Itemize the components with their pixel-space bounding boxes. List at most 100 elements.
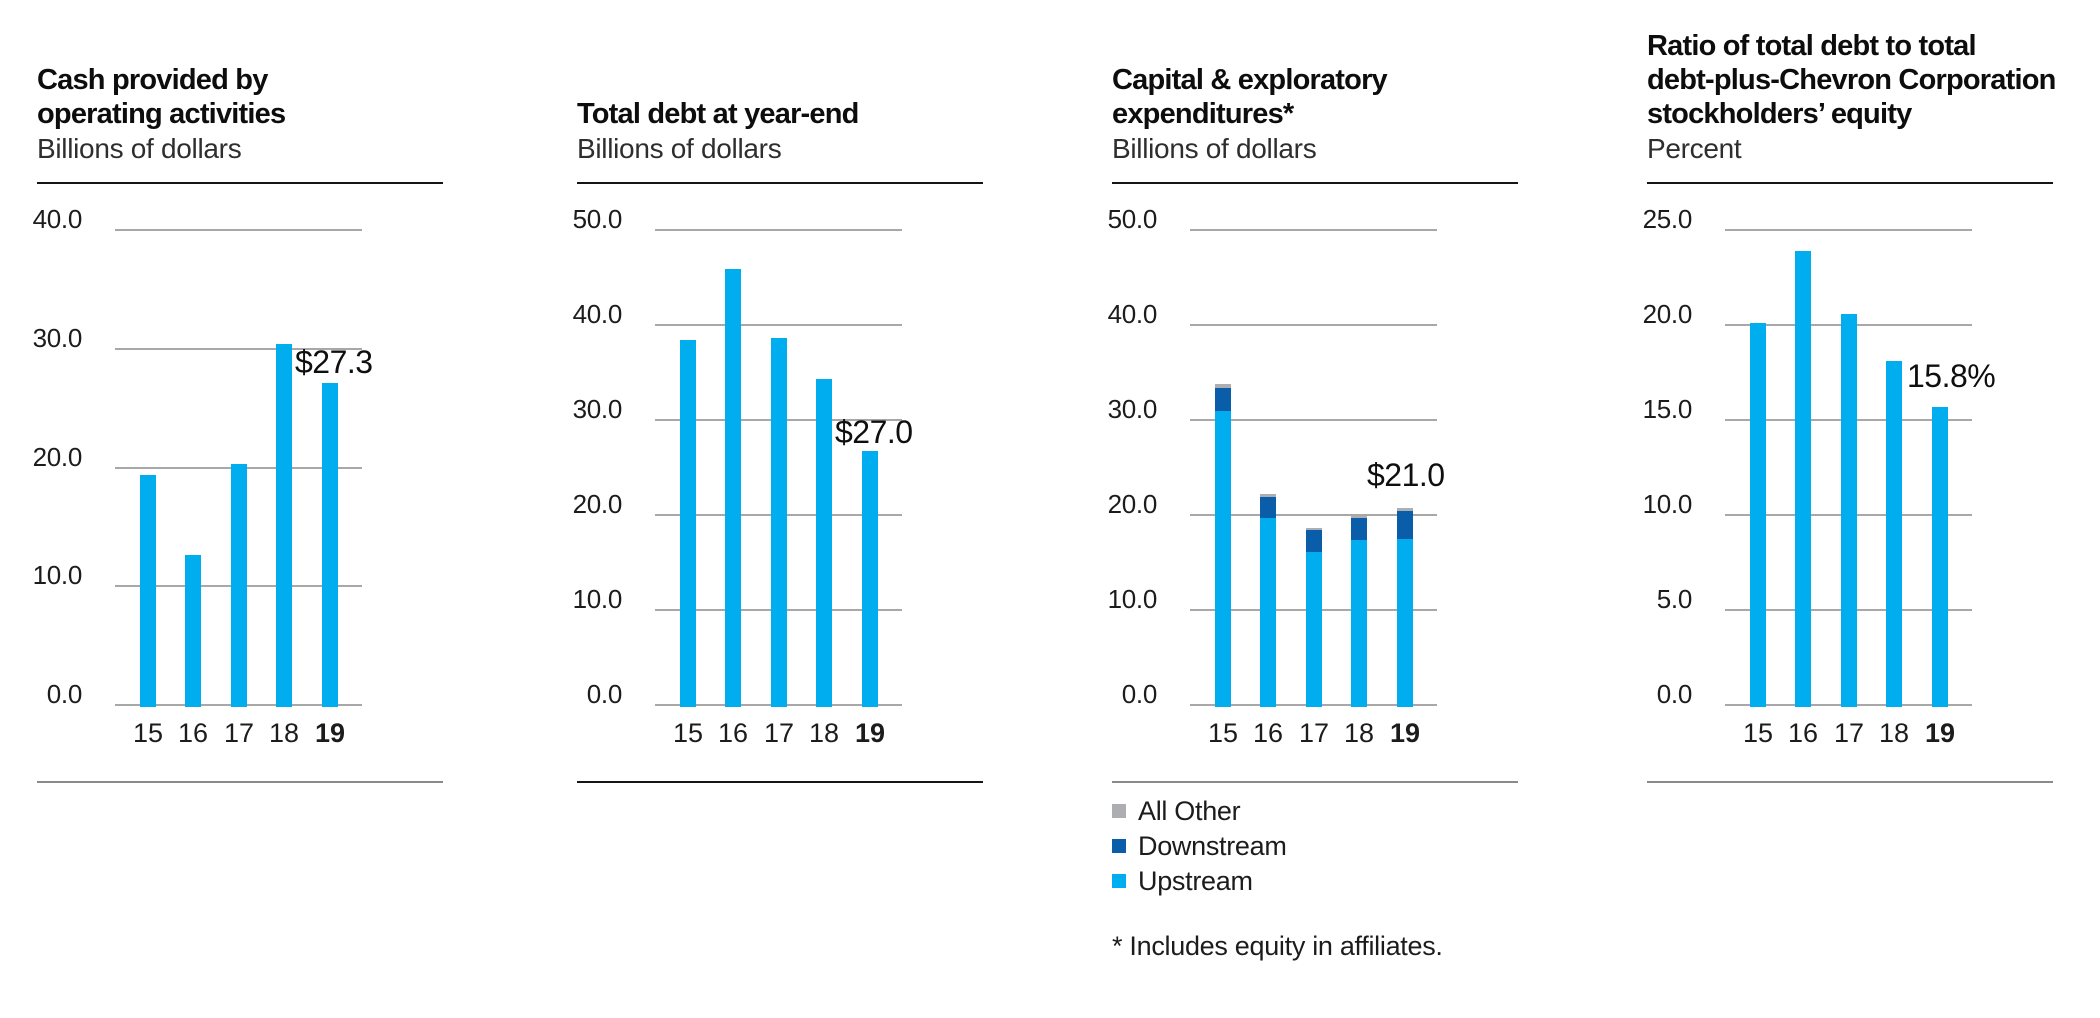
y-axis-tick-label: 20.0 <box>32 441 83 472</box>
bar-segment-downstream <box>1397 511 1413 539</box>
gridline <box>1190 324 1437 326</box>
y-axis-tick-label: 5.0 <box>1656 584 1693 614</box>
plot-area: 25.0 20.0 15.0 10.0 5.0 0.0 15 16 17 18 19 <box>1643 0 2053 1018</box>
y-axis-tick-label: 0.0 <box>586 679 623 709</box>
bar-segment-upstream <box>1215 410 1231 707</box>
gridline <box>115 347 362 350</box>
bar-segment-downstream <box>1306 530 1322 553</box>
x-axis-tick-label: 15 <box>672 718 704 748</box>
top-rule <box>577 182 983 184</box>
bar-segment-downstream <box>1215 387 1231 411</box>
chart-subtitle: Percent <box>1647 133 1742 164</box>
y-axis-tick-label: 50.0 <box>572 204 623 234</box>
y-axis-tick-label: 0.0 <box>1656 679 1693 709</box>
bar-segment-all-other <box>1306 528 1322 531</box>
x-axis-tick-label: 16 <box>1787 718 1819 748</box>
bar-segment-value <box>771 338 787 707</box>
chart-debt-ratio: Ratio of total debt to total debt-plus-C… <box>1643 0 2056 1018</box>
bar-segment-all-other <box>1397 507 1413 512</box>
bar-segment-value <box>1750 323 1766 707</box>
x-axis-tick-label: 15 <box>1742 718 1774 748</box>
gridline <box>1190 514 1437 516</box>
y-axis-tick-label: 20.0 <box>1642 299 1693 329</box>
bar-segment-value <box>231 463 247 707</box>
legend: All Other Downstream Upstream <box>1112 798 1287 904</box>
bottom-rule <box>1112 781 1518 783</box>
legend-label: Downstream <box>1138 831 1287 861</box>
x-axis-tick-label: 18 <box>1343 718 1375 748</box>
x-axis-tick-label: 17 <box>1833 718 1865 748</box>
chart-subtitle: Billions of dollars <box>1112 133 1317 164</box>
chart-title: Ratio of total debt to total debt-plus-C… <box>1647 30 2056 130</box>
y-axis-tick-label: 0.0 <box>1121 679 1158 709</box>
value-callout: $27.0 <box>835 414 913 450</box>
legend-item-all-other: All Other <box>1112 798 1287 825</box>
y-axis-tick-label: 50.0 <box>1107 204 1158 234</box>
gridline <box>1190 419 1437 421</box>
legend-item-downstream: Downstream <box>1112 831 1287 861</box>
bar-segment-value <box>1886 361 1902 707</box>
legend-label: Upstream <box>1138 866 1253 896</box>
y-axis-tick-label: 10.0 <box>32 560 83 591</box>
upstream-swatch-icon <box>1112 874 1126 888</box>
value-callout: 15.8% <box>1907 358 1996 394</box>
chart-title: Cash provided by operating activities <box>37 64 286 130</box>
bar-segment-value <box>680 340 696 707</box>
bar-segment-value <box>140 475 156 707</box>
all-other-swatch-icon <box>1112 804 1126 818</box>
bar-segment-value <box>725 269 741 707</box>
footnote: * Includes equity in affiliates. <box>1112 931 1443 961</box>
bar-segment-downstream <box>1260 497 1276 518</box>
plot-area: 50.0 40.0 30.0 20.0 10.0 0.0 15 16 17 18 19 <box>1108 0 1518 1018</box>
top-rule <box>1647 182 2053 184</box>
x-axis-tick-label: 19 <box>854 718 886 748</box>
gridline <box>115 229 362 231</box>
x-axis-tick-label: 18 <box>268 718 300 748</box>
bar-segment-all-other <box>1351 516 1367 518</box>
x-axis-tick-label: 15 <box>132 718 164 748</box>
bottom-rule <box>37 781 443 783</box>
y-axis-tick-label: 40.0 <box>572 299 623 329</box>
x-axis-tick-label: 16 <box>717 718 749 748</box>
y-axis-tick-label: 30.0 <box>572 394 623 424</box>
x-axis-tick-label: 16 <box>1252 718 1284 748</box>
chart-cash-provided-by-operating-activities: Cash provided by operating activities Bi… <box>33 0 443 1018</box>
x-axis-tick-label: 16 <box>177 718 209 748</box>
bar-segment-upstream <box>1306 552 1322 707</box>
x-axis-tick-label: 19 <box>314 718 346 748</box>
bar-segment-value <box>1795 251 1811 707</box>
bottom-rule <box>1647 781 2053 783</box>
legend-item-upstream: Upstream <box>1112 866 1287 896</box>
bar-segment-value <box>276 343 292 707</box>
x-axis-tick-label: 17 <box>763 718 795 748</box>
x-axis-tick-label: 18 <box>808 718 840 748</box>
x-axis-tick-label: 17 <box>1298 718 1330 748</box>
value-callout: $27.3 <box>295 344 373 380</box>
y-axis-tick-label: 30.0 <box>32 322 83 353</box>
y-axis-tick-label: 40.0 <box>32 204 83 234</box>
plot-area: 40.0 30.0 20.0 10.0 0.0 15 16 17 18 19 <box>33 0 443 1018</box>
chart-title: Total debt at year-end <box>577 98 859 130</box>
bar-segment-value <box>1932 406 1948 707</box>
gridline <box>1190 229 1437 231</box>
y-axis-tick-label: 15.0 <box>1642 394 1693 424</box>
gridline <box>655 324 902 326</box>
bar-segment-upstream <box>1260 517 1276 707</box>
x-axis-tick-label: 17 <box>223 718 255 748</box>
top-rule <box>37 182 443 184</box>
y-axis-tick-label: 10.0 <box>1107 584 1158 614</box>
x-axis-tick-label: 18 <box>1878 718 1910 748</box>
chart-subtitle: Billions of dollars <box>577 133 782 164</box>
y-axis-tick-label: 40.0 <box>1107 299 1158 329</box>
bar-segment-upstream <box>1351 539 1367 707</box>
bar-segment-all-other <box>1260 494 1276 498</box>
chart-total-debt-at-year-end: Total debt at year-end Billions of dolla… <box>573 0 983 1018</box>
downstream-swatch-icon <box>1112 839 1126 853</box>
bar-segment-value <box>1841 313 1857 707</box>
x-axis-tick-label: 19 <box>1924 718 1956 748</box>
plot-area: 50.0 40.0 30.0 20.0 10.0 0.0 15 16 17 18 19 <box>573 0 983 1018</box>
x-axis-tick-label: 15 <box>1207 718 1239 748</box>
y-axis-tick-label: 10.0 <box>572 584 623 614</box>
gridline <box>1725 229 1972 231</box>
y-axis-tick-label: 0.0 <box>46 679 83 709</box>
